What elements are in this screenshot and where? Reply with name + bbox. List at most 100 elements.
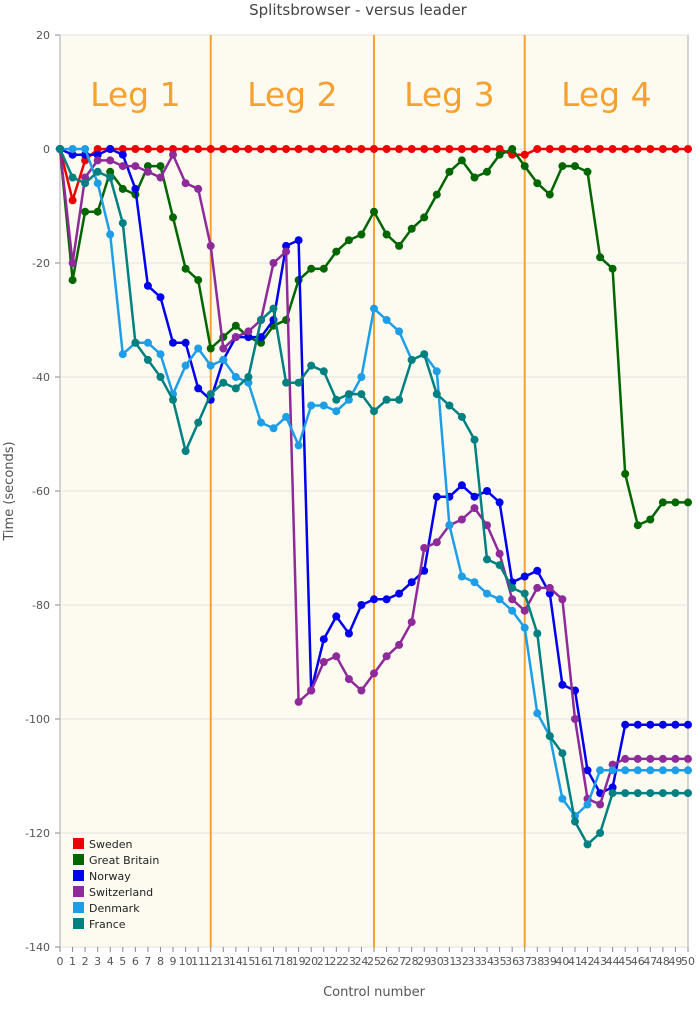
data-point	[432, 492, 441, 501]
x-tick-label: 41	[568, 955, 582, 968]
data-point	[332, 652, 341, 661]
x-tick-label: 19	[292, 955, 306, 968]
data-point	[357, 373, 366, 381]
data-point	[181, 145, 190, 153]
data-point	[432, 145, 441, 153]
data-point	[545, 583, 554, 592]
data-point	[671, 498, 680, 507]
data-point	[533, 629, 542, 638]
data-point	[420, 350, 429, 359]
data-point	[231, 145, 240, 153]
data-point	[106, 145, 115, 153]
data-point	[143, 338, 152, 347]
data-point	[646, 766, 655, 775]
data-point	[407, 618, 416, 627]
x-tick-label: 49	[668, 955, 682, 968]
data-point	[294, 236, 303, 245]
data-point	[319, 145, 328, 153]
data-point	[508, 595, 517, 604]
data-point	[194, 145, 203, 153]
data-point	[319, 367, 328, 376]
data-point	[344, 145, 353, 153]
data-point	[658, 754, 667, 763]
data-point	[508, 606, 517, 615]
data-point	[118, 350, 127, 359]
data-point	[370, 145, 378, 153]
x-tick-label: 15	[241, 955, 255, 968]
data-point	[533, 566, 542, 575]
data-point	[319, 658, 328, 666]
x-tick-label: 18	[279, 955, 293, 968]
data-point	[608, 789, 617, 798]
legend-label: Great Britain	[89, 854, 159, 867]
y-tick-label: -80	[32, 599, 50, 612]
data-point	[633, 720, 642, 729]
chart-title: Splitsbrowser - versus leader	[249, 1, 468, 19]
data-point	[382, 595, 391, 604]
leg-label: Leg 2	[247, 75, 338, 114]
data-point	[181, 179, 190, 188]
x-tick-label: 11	[191, 955, 205, 968]
x-tick-label: 22	[329, 955, 343, 968]
data-point	[56, 145, 64, 153]
legend-swatch	[73, 918, 84, 929]
data-point	[194, 276, 203, 285]
data-point	[558, 749, 567, 758]
x-tick-label: 9	[170, 955, 177, 968]
data-point	[93, 156, 102, 165]
y-tick-label: 20	[36, 29, 50, 42]
data-point	[533, 179, 542, 188]
data-point	[658, 498, 667, 507]
data-point	[407, 145, 416, 153]
data-point	[169, 395, 177, 404]
data-point	[344, 390, 353, 399]
x-tick-label: 30	[430, 955, 444, 968]
data-point	[684, 754, 692, 763]
data-point	[545, 190, 554, 199]
x-tick-label: 44	[606, 955, 620, 968]
data-point	[483, 167, 491, 176]
legend-label: France	[89, 918, 126, 931]
data-point	[558, 794, 567, 803]
data-point	[432, 538, 441, 547]
data-point	[131, 162, 140, 171]
data-point	[558, 145, 567, 153]
data-point	[382, 395, 391, 404]
x-tick-label: 37	[518, 955, 532, 968]
data-point	[307, 145, 316, 153]
data-point	[194, 344, 203, 353]
x-tick-label: 48	[656, 955, 670, 968]
x-tick-label: 14	[229, 955, 243, 968]
data-point	[420, 566, 429, 575]
x-tick-label: 40	[555, 955, 569, 968]
data-point	[106, 230, 115, 239]
x-tick-label: 33	[467, 955, 481, 968]
data-point	[156, 373, 165, 381]
legend-swatch	[73, 838, 84, 849]
data-point	[118, 150, 127, 159]
data-point	[608, 783, 617, 792]
data-point	[93, 179, 102, 188]
data-point	[143, 145, 152, 153]
data-point	[282, 145, 291, 153]
data-point	[93, 150, 102, 159]
data-point	[181, 264, 190, 273]
data-point	[571, 817, 579, 826]
data-point	[206, 344, 215, 353]
x-tick-label: 46	[631, 955, 645, 968]
data-point	[106, 156, 115, 165]
x-tick-label: 45	[618, 955, 632, 968]
data-point	[319, 264, 328, 273]
data-point	[495, 498, 504, 507]
data-point	[332, 395, 341, 404]
data-point	[533, 145, 542, 153]
data-point	[457, 156, 466, 165]
x-tick-label: 13	[216, 955, 230, 968]
data-point	[118, 162, 127, 171]
data-point	[357, 390, 366, 399]
series-great-britain	[56, 145, 692, 530]
data-point	[143, 162, 152, 171]
data-point	[357, 230, 366, 239]
data-point	[269, 259, 278, 267]
data-point	[206, 361, 215, 370]
